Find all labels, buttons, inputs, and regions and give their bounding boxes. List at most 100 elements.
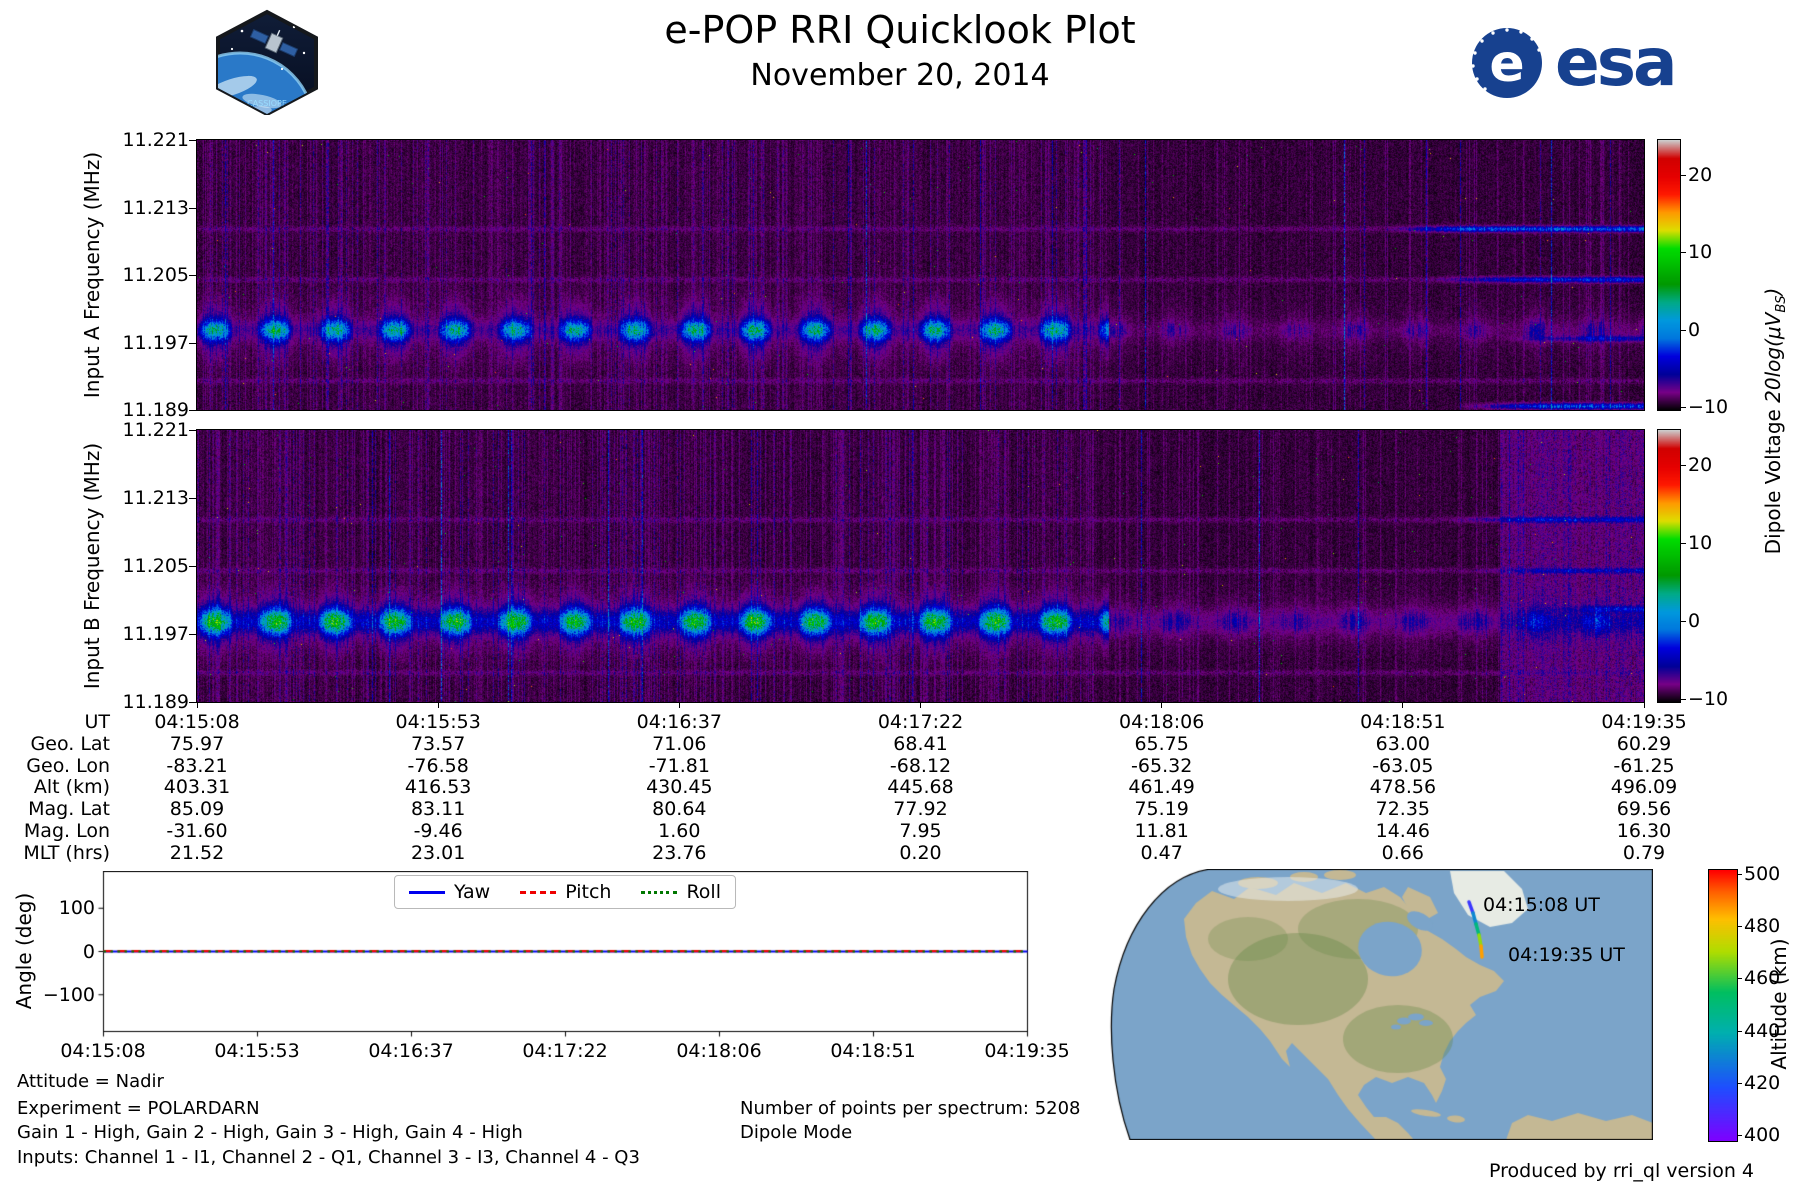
ephemeris-value: 71.06 xyxy=(652,732,707,755)
ephemeris-value: 0.47 xyxy=(1140,841,1183,864)
ephemeris-value: 68.41 xyxy=(893,732,948,755)
freq-tick-mark xyxy=(189,140,196,141)
altitude-cbar-tick-mark xyxy=(1737,926,1742,928)
ephemeris-value: -61.25 xyxy=(1613,754,1675,777)
dipole-cbar-tick-mark xyxy=(1681,406,1686,408)
dipole-cbar-tick-label: 0 xyxy=(1688,318,1701,341)
altitude-cbar-tick-label: 460 xyxy=(1744,967,1781,990)
ephemeris-row-label: Mag. Lon xyxy=(23,820,110,842)
track-start-label: 04:15:08 UT xyxy=(1483,894,1600,916)
input-a-axis-label: Input A Frequency (MHz) xyxy=(80,151,104,399)
time-tick-label: 04:17:22 xyxy=(877,711,964,733)
ephemeris-value: -83.21 xyxy=(166,754,228,777)
dipole-cbar-tick-mark xyxy=(1681,543,1686,544)
track-end-label: 04:19:35 UT xyxy=(1508,944,1625,966)
altitude-cbar-tick-mark xyxy=(1737,1134,1742,1136)
time-tick-label: 04:15:53 xyxy=(395,711,481,733)
ephemeris-value: 0.66 xyxy=(1381,841,1424,864)
ephemeris-value: 75.97 xyxy=(169,732,225,755)
page-date: November 20, 2014 xyxy=(750,58,1050,93)
gain-note: Gain 1 - High, Gain 2 - High, Gain 3 - H… xyxy=(17,1122,523,1143)
credit-line: Produced by rri_ql version 4 xyxy=(1489,1160,1754,1182)
freq-tick-label: 11.189 xyxy=(122,399,189,421)
freq-tick-label: 11.221 xyxy=(122,419,189,441)
time-tick-label: 04:19:35 xyxy=(1601,711,1687,733)
ephemeris-value: 72.35 xyxy=(1375,798,1431,821)
ephemeris-value: 496.09 xyxy=(1610,776,1678,799)
ephemeris-row-label: Alt (km) xyxy=(33,776,110,799)
freq-tick-mark xyxy=(189,342,196,344)
time-tick-mark xyxy=(437,703,439,708)
spectrogram-input-a xyxy=(196,139,1645,411)
esa-wordmark: esa xyxy=(1555,24,1678,101)
dipole-cbar-tick-mark xyxy=(1681,174,1686,176)
roll-line-sample xyxy=(641,890,678,894)
freq-tick-mark xyxy=(189,566,196,567)
ephemeris-value: -9.46 xyxy=(413,820,463,842)
experiment-note: Experiment = POLARDARN xyxy=(17,1098,260,1119)
ephemeris-value: 65.75 xyxy=(1134,732,1189,755)
pitch-line-sample xyxy=(520,890,557,894)
ephemeris-value: 14.46 xyxy=(1375,820,1431,842)
dipole-voltage-colorbar-label: Dipole Voltage 20log(μVBS) xyxy=(1761,287,1789,555)
attitude-note: Attitude = Nadir xyxy=(17,1071,164,1092)
altitude-cbar-tick-mark xyxy=(1737,1082,1742,1084)
ephemeris-row-label: MLT (hrs) xyxy=(23,841,110,864)
altitude-cbar-tick-label: 500 xyxy=(1744,863,1781,886)
freq-tick-mark xyxy=(189,410,196,411)
page-title: e-POP RRI Quicklook Plot xyxy=(664,8,1136,52)
ephemeris-value: -63.05 xyxy=(1372,754,1434,777)
angle-tick-label: −100 xyxy=(42,983,95,1006)
angle-time-tick-label: 04:18:51 xyxy=(830,1040,916,1062)
dipole-cbar-tick-mark xyxy=(1681,329,1686,331)
legend-label: Roll xyxy=(686,881,721,903)
ephemeris-value: 63.00 xyxy=(1375,732,1431,755)
ephemeris-value: 85.09 xyxy=(169,798,225,821)
freq-tick-mark xyxy=(189,207,196,209)
ephemeris-value: 445.68 xyxy=(887,776,954,799)
altitude-colorbar xyxy=(1708,869,1738,1142)
ephemeris-value: 73.57 xyxy=(410,732,466,755)
ephemeris-row-label: Geo. Lon xyxy=(26,754,110,777)
freq-tick-label: 11.189 xyxy=(122,691,189,713)
ephemeris-value: 83.11 xyxy=(410,798,466,821)
altitude-cbar-tick-label: 480 xyxy=(1744,915,1781,938)
dipole-colorbar-a xyxy=(1657,139,1681,411)
time-tick-label: 04:15:08 xyxy=(154,711,240,733)
ephemeris-value: -65.32 xyxy=(1131,754,1193,777)
ephemeris-value: 0.79 xyxy=(1622,841,1666,864)
yaw-line-sample xyxy=(409,890,446,894)
freq-tick-label: 11.221 xyxy=(122,129,189,151)
ephemeris-value: 77.92 xyxy=(893,798,948,821)
freq-tick-mark xyxy=(189,498,196,499)
dipole-cbar-tick-label: 20 xyxy=(1688,454,1713,477)
ephemeris-value: 416.53 xyxy=(404,776,472,799)
dipole-cbar-tick-label: −10 xyxy=(1688,687,1729,710)
angle-time-tick-label: 04:15:08 xyxy=(60,1040,146,1062)
dipole-cbar-tick-mark xyxy=(1681,620,1686,622)
satellite-icon xyxy=(249,28,299,58)
ephemeris-value: 11.81 xyxy=(1134,820,1189,842)
spectrogram-input-b xyxy=(196,429,1645,703)
ephemeris-value: 430.45 xyxy=(646,776,713,799)
ephemeris-value: 16.30 xyxy=(1616,820,1672,842)
ephemeris-value: 80.64 xyxy=(652,798,707,821)
altitude-colorbar-label: Altitude (km) xyxy=(1767,938,1791,1070)
dipole-cbar-tick-mark xyxy=(1681,698,1686,700)
ephemeris-value: 478.56 xyxy=(1369,776,1437,799)
freq-tick-mark xyxy=(189,702,196,703)
legend-entry: Roll xyxy=(641,881,721,903)
dipole-mode-note: Dipole Mode xyxy=(740,1122,853,1143)
angle-time-tick-label: 04:16:37 xyxy=(368,1040,454,1062)
dipole-colorbar-b xyxy=(1657,429,1681,703)
time-tick-mark xyxy=(196,703,198,708)
ephemeris-value: 23.76 xyxy=(652,841,707,864)
esa-logo: e esa xyxy=(1469,24,1678,102)
altitude-cbar-tick-label: 400 xyxy=(1744,1123,1781,1146)
dipole-cbar-tick-label: 20 xyxy=(1688,163,1713,186)
cassiope-mission-logo: CASSIOPE xyxy=(216,9,318,115)
cassiope-logo-text: CASSIOPE xyxy=(247,99,287,108)
points-per-spectrum-note: Number of points per spectrum: 5208 xyxy=(740,1098,1081,1119)
input-b-axis-label: Input B Frequency (MHz) xyxy=(80,442,104,690)
attitude-legend: Yaw Pitch Roll xyxy=(394,875,736,909)
